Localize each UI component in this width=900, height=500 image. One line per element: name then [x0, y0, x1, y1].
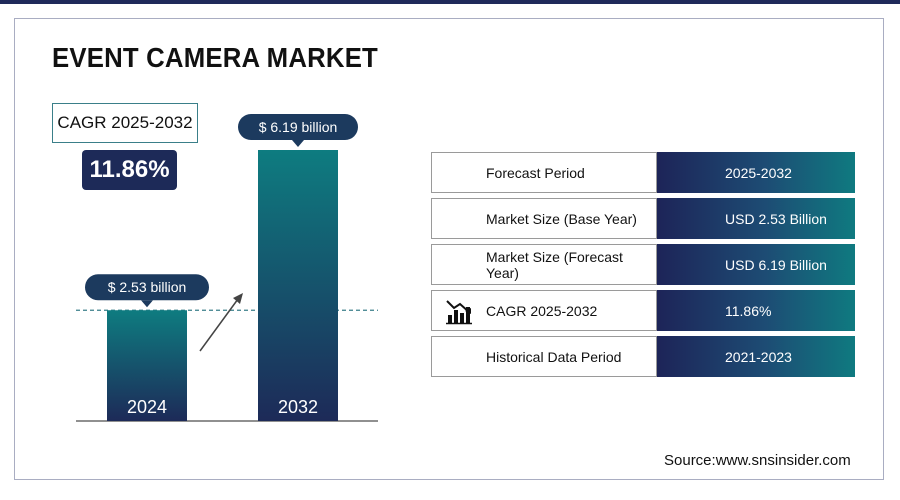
- bar-2024: [107, 310, 187, 421]
- callout-pointer: [292, 140, 304, 147]
- x-category-label: 2024: [127, 397, 167, 417]
- data-label: $ 2.53 billion: [108, 279, 187, 295]
- summary-row: Historical Data Period 2021-2023: [431, 336, 855, 377]
- value-callout: [238, 114, 358, 140]
- value-callout: [85, 274, 209, 301]
- summary-row-value: 11.86%: [657, 290, 855, 331]
- summary-row: CAGR 2025-2032 11.86%: [431, 290, 855, 331]
- summary-row-label: Market Size (Forecast Year): [431, 244, 657, 285]
- x-category-label: 2032: [278, 397, 318, 417]
- growth-chart-icon: [446, 300, 472, 325]
- summary-row-label: Historical Data Period: [431, 336, 657, 377]
- data-label: $ 6.19 billion: [259, 119, 338, 135]
- summary-row-value: 2025-2032: [657, 152, 855, 193]
- top-accent-bar: [0, 0, 900, 4]
- summary-row: Market Size (Forecast Year) USD 6.19 Bill…: [431, 244, 855, 285]
- summary-row: Forecast Period 2025-2032: [431, 152, 855, 193]
- source-credit: Source:www.snsinsider.com: [664, 452, 851, 469]
- page-title: EVENT CAMERA MARKET: [52, 42, 378, 73]
- cagr-label-box: CAGR 2025-2032: [52, 103, 198, 143]
- summary-row-label: Market Size (Base Year): [431, 198, 657, 239]
- growth-arrow: [199, 293, 243, 352]
- summary-row: Market Size (Base Year) USD 2.53 Billion: [431, 198, 855, 239]
- summary-row-value: 2021-2023: [657, 336, 855, 377]
- cagr-value-badge: 11.86%: [82, 150, 177, 190]
- summary-row-value: USD 2.53 Billion: [657, 198, 855, 239]
- callout-pointer: [141, 300, 153, 308]
- bar-2032: [258, 150, 338, 421]
- summary-row-value: USD 6.19 Billion: [657, 244, 855, 285]
- summary-row-label: Forecast Period: [431, 152, 657, 193]
